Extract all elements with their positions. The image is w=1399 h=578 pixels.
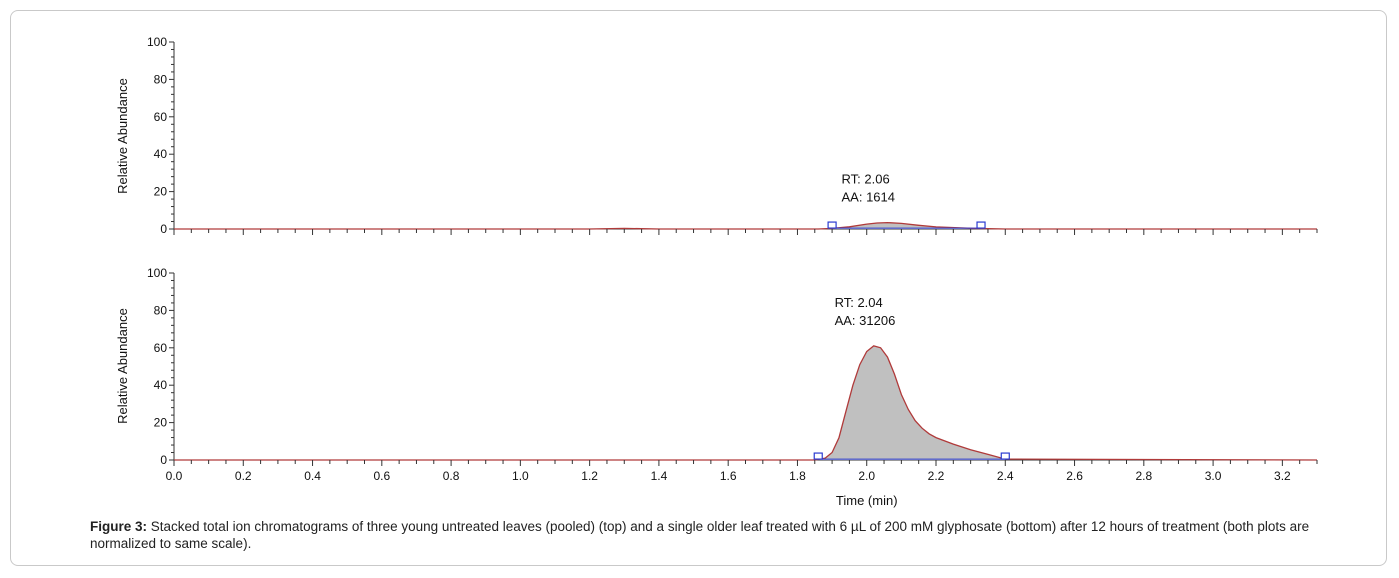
baseline-end-marker bbox=[1000, 452, 1010, 460]
y-tick-label: 40 bbox=[154, 147, 168, 161]
y-tick-label: 100 bbox=[147, 35, 167, 49]
x-tick-label: 1.2 bbox=[581, 469, 598, 483]
x-tick-label: 2.6 bbox=[1066, 469, 1083, 483]
aa-annotation: AA: 31206 bbox=[835, 313, 896, 328]
rt-annotation: RT: 2.04 bbox=[835, 295, 883, 310]
y-tick-label: 40 bbox=[154, 378, 168, 392]
y-axis-label: Relative Abundance bbox=[115, 308, 130, 424]
baseline-end-marker bbox=[976, 221, 986, 229]
x-tick-label: 0.6 bbox=[373, 469, 390, 483]
y-tick-label: 20 bbox=[154, 185, 168, 199]
x-tick-label: 0.4 bbox=[304, 469, 321, 483]
x-tick-label: 1.0 bbox=[512, 469, 529, 483]
baseline-start-marker bbox=[813, 452, 823, 460]
x-tick-label: 1.8 bbox=[789, 469, 806, 483]
x-tick-label: 2.2 bbox=[928, 469, 945, 483]
rt-annotation: RT: 2.06 bbox=[842, 172, 890, 187]
chromatogram-line bbox=[174, 345, 1318, 461]
x-tick-label: 3.0 bbox=[1205, 469, 1222, 483]
caption-lead: Figure 3: bbox=[90, 519, 148, 534]
chromatogram-line bbox=[174, 221, 1317, 230]
x-tick-label: 1.4 bbox=[651, 469, 668, 483]
y-tick-label: 0 bbox=[160, 222, 167, 236]
caption-text: Stacked total ion chromatograms of three… bbox=[90, 519, 1310, 551]
y-tick-label: 80 bbox=[154, 303, 168, 317]
y-tick-label: 20 bbox=[154, 416, 168, 430]
y-axis-label: Relative Abundance bbox=[115, 78, 130, 194]
y-tick-label: 0 bbox=[160, 453, 167, 467]
aa-annotation: AA: 1614 bbox=[842, 190, 896, 205]
x-tick-label: 0.2 bbox=[235, 469, 252, 483]
y-tick-label: 100 bbox=[147, 266, 167, 280]
peak-area-fill bbox=[818, 345, 1006, 460]
y-tick-label: 60 bbox=[154, 341, 168, 355]
x-tick-label: 3.2 bbox=[1274, 469, 1291, 483]
panel-bottom: Relative Abundance 0 20 40 60 80 100 RT: 2.04 AA… bbox=[115, 266, 1318, 508]
x-tick-label: 0.0 bbox=[166, 469, 183, 483]
figure-frame bbox=[10, 10, 1387, 566]
y-tick-label: 60 bbox=[154, 110, 168, 124]
x-axis-label: Time (min) bbox=[836, 493, 898, 508]
baseline-start-marker bbox=[827, 221, 837, 229]
x-tick-label: 2.0 bbox=[858, 469, 875, 483]
y-tick-label: 80 bbox=[154, 72, 168, 86]
x-tick-label: 2.4 bbox=[997, 469, 1014, 483]
x-tick-label: 1.6 bbox=[720, 469, 737, 483]
panel-top: Relative Abundance 0 20 40 60 80 100 RT: 2.06 AA… bbox=[115, 35, 1318, 236]
figure-caption: Figure 3: Stacked total ion chromatogram… bbox=[90, 518, 1330, 552]
x-tick-label: 0.8 bbox=[443, 469, 460, 483]
x-tick-label: 2.8 bbox=[1135, 469, 1152, 483]
